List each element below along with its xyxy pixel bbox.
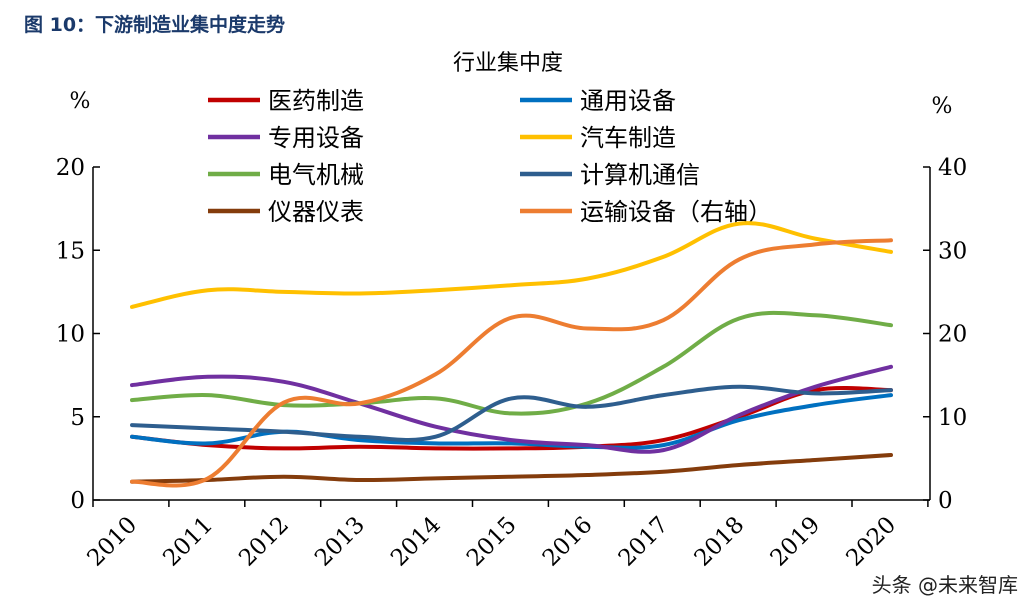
x-tick-label: 2012	[234, 512, 294, 572]
figure-caption: 图 10：下游制造业集中度走势	[24, 14, 286, 36]
x-tick-label: 2019	[766, 512, 826, 572]
legend-label: 电气机械	[268, 161, 364, 189]
x-tick-label: 2017	[614, 512, 674, 572]
legend-label: 汽车制造	[580, 124, 676, 152]
series-line-5	[130, 310, 893, 416]
legend-label: 仪器仪表	[268, 198, 364, 226]
right-axis-unit: %	[932, 94, 953, 119]
series-line-1	[130, 385, 893, 451]
axes-layer: 0 5 10 15 20 0 10 20 30 40 2010 2011 2012 2013 2014 201…	[56, 155, 968, 572]
x-tick-label: 2010	[82, 512, 142, 572]
right-tick-label: 40	[938, 155, 967, 181]
series-line-3	[130, 364, 893, 454]
right-tick-label: 30	[938, 238, 967, 264]
series-line-8	[130, 238, 893, 488]
chart-title: 行业集中度	[453, 51, 563, 76]
x-tick-label: 2018	[690, 512, 750, 572]
legend-label: 计算机通信	[580, 161, 700, 189]
left-tick-label: 15	[56, 238, 85, 264]
x-tick-label: 2015	[462, 512, 522, 572]
x-tick-label: 2014	[386, 512, 446, 572]
legend-label: 运输设备（右轴）	[580, 198, 772, 226]
right-tick-label: 10	[938, 405, 967, 431]
x-tick-label: 2020	[841, 512, 901, 572]
x-tick-label: 2013	[310, 512, 370, 572]
left-tick-label: 10	[56, 322, 85, 348]
left-tick-label: 5	[70, 405, 85, 431]
series-layer	[130, 221, 893, 488]
series-line-6	[130, 384, 893, 442]
right-tick-label: 20	[938, 322, 967, 348]
legend-label: 专用设备	[268, 124, 364, 152]
series-line-7	[130, 453, 893, 484]
x-tick-label: 2016	[538, 512, 598, 572]
series-line-2	[130, 393, 893, 450]
left-tick-label: 20	[56, 155, 85, 181]
right-tick-label: 0	[938, 488, 953, 514]
watermark: 头条 @未来智库	[871, 573, 1018, 597]
left-axis-unit: %	[70, 89, 91, 114]
legend-label: 医药制造	[268, 87, 364, 115]
x-tick-label: 2011	[158, 512, 218, 572]
legend-label: 通用设备	[580, 87, 676, 115]
series-line-4	[130, 221, 893, 309]
left-tick-label: 0	[70, 488, 85, 514]
